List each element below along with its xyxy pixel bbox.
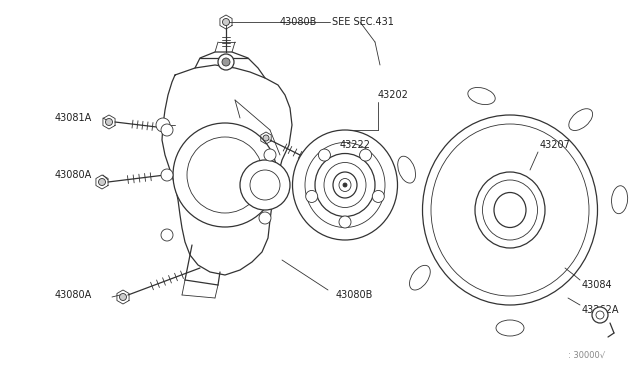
Text: 43081A: 43081A <box>55 113 92 123</box>
Text: 43080A: 43080A <box>55 290 92 300</box>
Text: 43080B: 43080B <box>280 17 317 27</box>
Ellipse shape <box>333 172 357 198</box>
Ellipse shape <box>397 156 415 183</box>
Ellipse shape <box>343 183 347 187</box>
Circle shape <box>592 307 608 323</box>
Circle shape <box>187 137 263 213</box>
Circle shape <box>161 124 173 136</box>
Ellipse shape <box>468 87 495 105</box>
Circle shape <box>319 149 330 161</box>
Ellipse shape <box>315 154 375 217</box>
Circle shape <box>250 170 280 200</box>
Text: 43262A: 43262A <box>582 305 620 315</box>
Circle shape <box>259 212 271 224</box>
Ellipse shape <box>410 265 430 290</box>
Ellipse shape <box>483 180 538 240</box>
Ellipse shape <box>496 320 524 336</box>
Ellipse shape <box>569 109 593 131</box>
Circle shape <box>106 119 113 125</box>
Ellipse shape <box>431 124 589 296</box>
Ellipse shape <box>339 179 351 192</box>
Circle shape <box>218 54 234 70</box>
Text: 43222: 43222 <box>340 140 371 150</box>
Circle shape <box>99 179 106 186</box>
Circle shape <box>223 19 230 26</box>
Circle shape <box>161 169 173 181</box>
Circle shape <box>264 149 276 161</box>
Circle shape <box>222 58 230 66</box>
Ellipse shape <box>305 142 385 228</box>
Ellipse shape <box>494 192 526 228</box>
Circle shape <box>156 118 170 132</box>
Circle shape <box>240 160 290 210</box>
Circle shape <box>173 123 277 227</box>
Text: 43080A: 43080A <box>55 170 92 180</box>
Ellipse shape <box>324 163 366 208</box>
Circle shape <box>339 216 351 228</box>
Circle shape <box>596 311 604 319</box>
Circle shape <box>360 149 372 161</box>
Ellipse shape <box>292 130 397 240</box>
Text: 43207: 43207 <box>540 140 571 150</box>
Ellipse shape <box>422 115 598 305</box>
Circle shape <box>120 294 127 301</box>
Circle shape <box>372 190 384 202</box>
Circle shape <box>263 135 269 141</box>
Ellipse shape <box>611 186 628 214</box>
Text: SEE SEC.431: SEE SEC.431 <box>332 17 394 27</box>
Text: 43084: 43084 <box>582 280 612 290</box>
Text: 43202: 43202 <box>378 90 409 100</box>
Text: : 30000√: : 30000√ <box>568 350 605 359</box>
Text: 43080B: 43080B <box>336 290 373 300</box>
Circle shape <box>161 229 173 241</box>
Circle shape <box>306 190 317 202</box>
Ellipse shape <box>475 172 545 248</box>
